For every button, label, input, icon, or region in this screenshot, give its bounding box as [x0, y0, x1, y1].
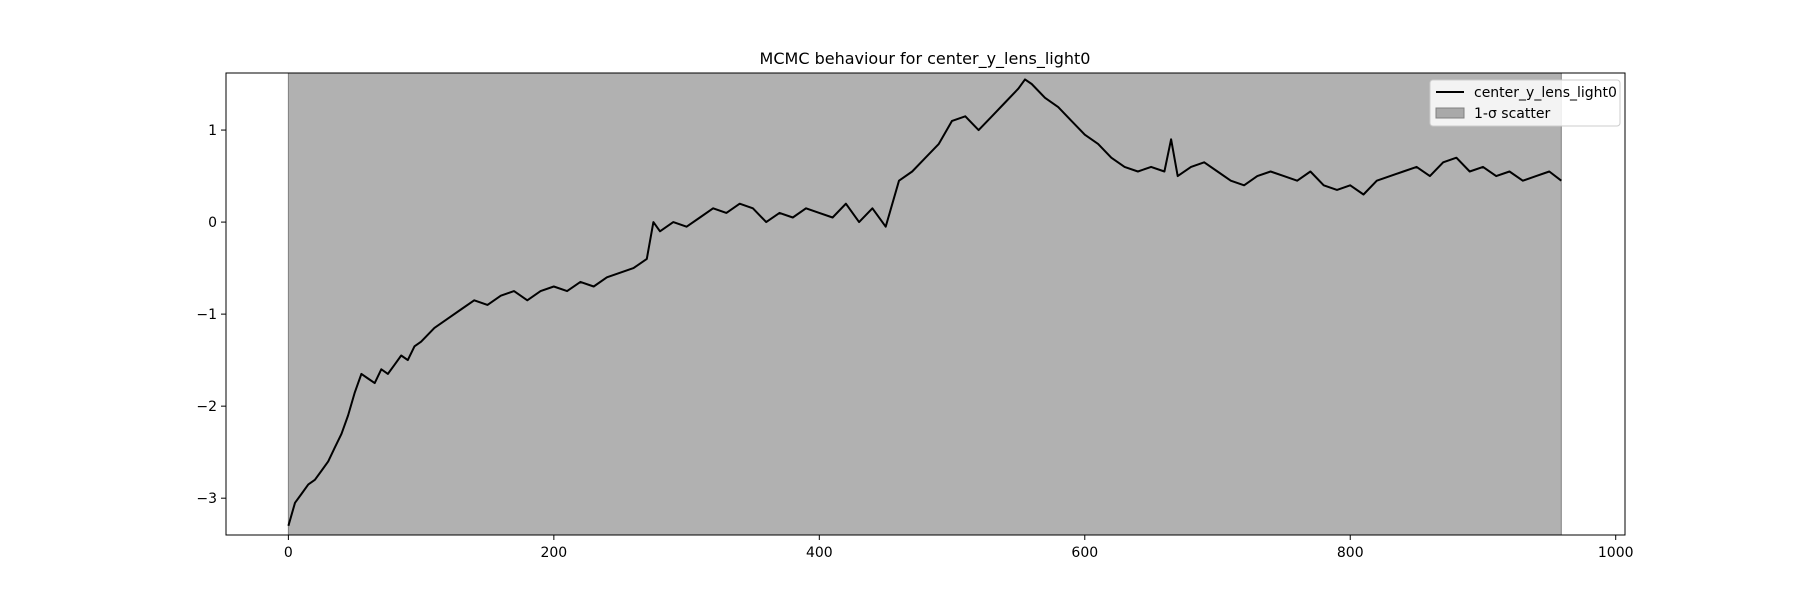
y-axis: −3 −2 −1 0 1	[196, 123, 226, 507]
series-line-0	[287, 78, 1562, 527]
scatter-band	[287, 72, 1562, 536]
legend: center_y_lens_light0 1-σ scatter	[1429, 79, 1621, 127]
legend-patch-swatch	[1435, 107, 1465, 119]
chart-title: MCMC behaviour for center_y_lens_light0	[760, 49, 1091, 69]
x-tick-label: 400	[806, 545, 833, 561]
y-tick-label: −1	[196, 307, 217, 323]
x-tick-label: 0	[284, 545, 293, 561]
axes-frame	[225, 72, 1626, 536]
x-tick-label: 200	[540, 545, 567, 561]
legend-label: center_y_lens_light0	[1474, 85, 1617, 101]
legend-label: 1-σ scatter	[1474, 106, 1550, 122]
y-tick-label: 0	[208, 215, 217, 231]
y-tick-label: −2	[196, 399, 217, 415]
y-tick-label: 1	[208, 123, 217, 139]
scatter-band-layer	[287, 72, 1562, 536]
x-axis: 0 200 400 600 800 1000	[284, 535, 1634, 561]
y-tick-label: −3	[196, 491, 217, 507]
trace-line-layer	[287, 78, 1562, 527]
x-tick-label: 800	[1337, 545, 1364, 561]
legend-box	[1429, 79, 1621, 127]
x-tick-label: 1000	[1598, 545, 1634, 561]
x-tick-label: 600	[1071, 545, 1098, 561]
